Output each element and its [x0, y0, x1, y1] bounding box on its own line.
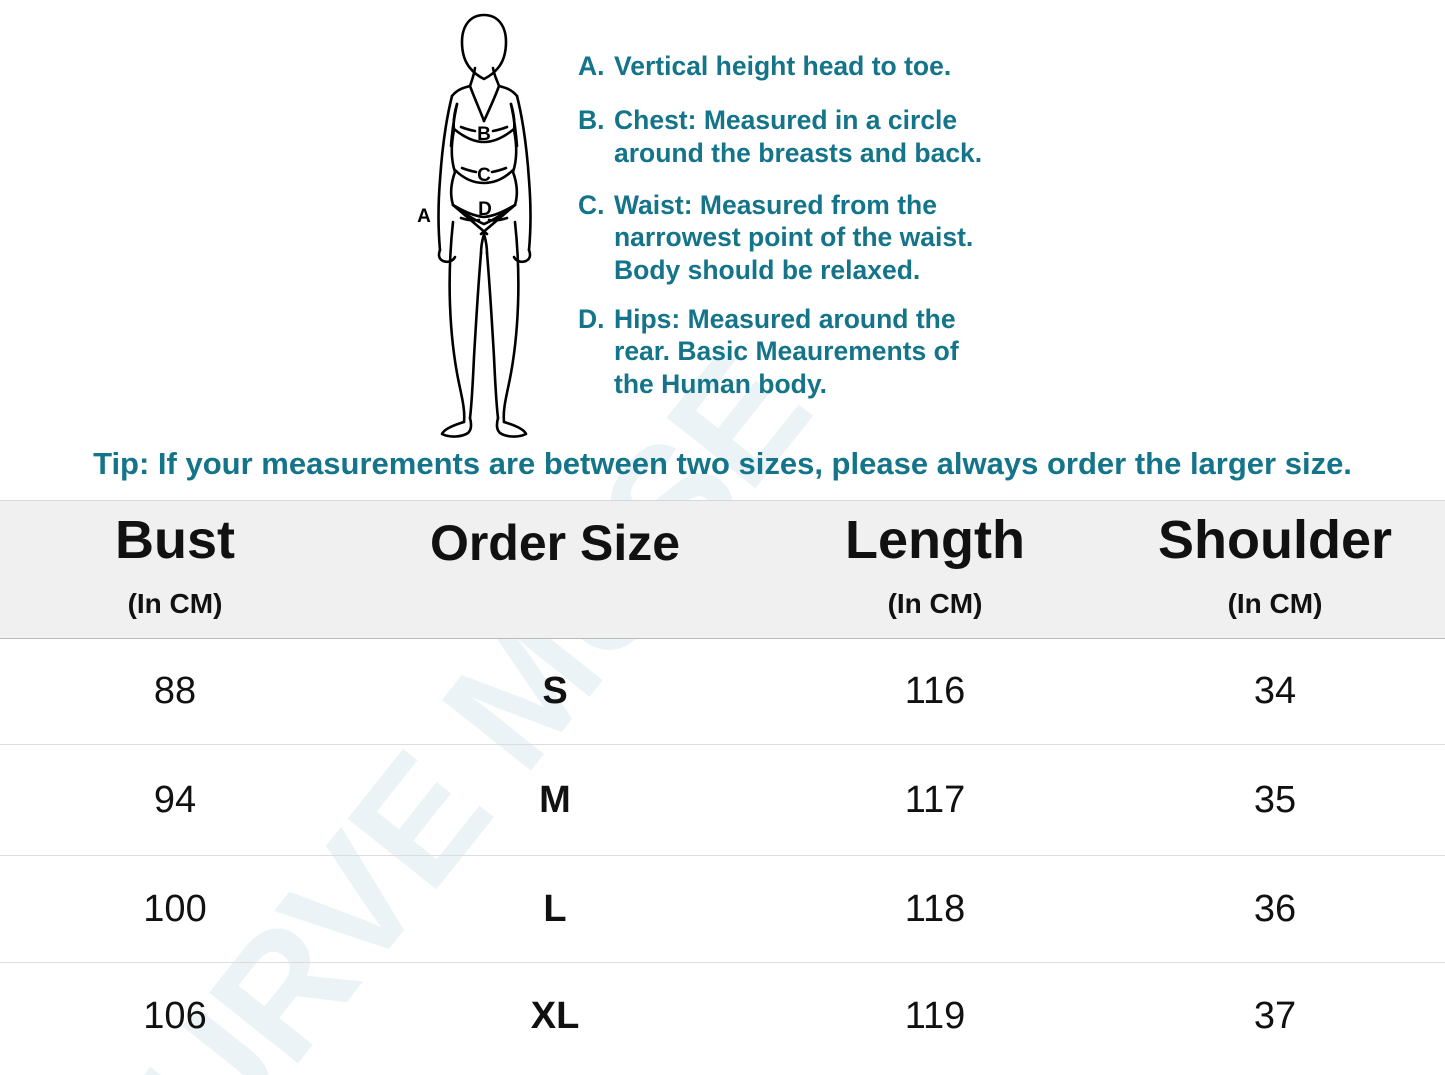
svg-text:A: A [417, 206, 431, 227]
svg-text:B: B [477, 124, 491, 145]
svg-text:C: C [477, 165, 491, 186]
svg-text:D: D [478, 199, 492, 220]
